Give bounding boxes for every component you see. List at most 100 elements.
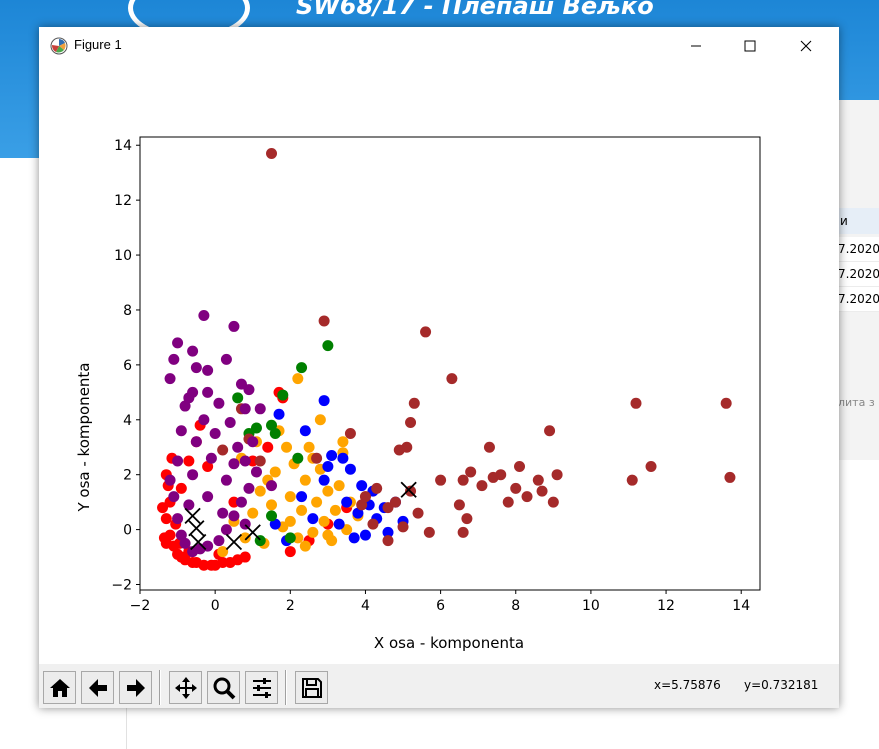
scatter-point — [213, 535, 225, 547]
scatter-point — [367, 518, 379, 530]
y-tick-label: 14 — [114, 138, 132, 154]
scatter-point — [292, 532, 304, 544]
maximize-icon — [744, 40, 756, 52]
scatter-point — [220, 524, 232, 536]
scatter-point — [254, 403, 266, 415]
toolbar-separator — [159, 670, 161, 705]
scatter-point — [198, 559, 210, 571]
scatter-point — [333, 480, 345, 492]
scatter-point — [322, 529, 334, 541]
scatter-point — [228, 320, 240, 332]
scatter-point — [266, 499, 278, 511]
scatter-point — [269, 518, 281, 530]
scatter-point — [284, 546, 296, 558]
series-6 — [184, 481, 417, 551]
scatter-point — [198, 309, 210, 321]
scatter-point — [359, 491, 371, 503]
scatter-point — [311, 452, 323, 464]
scatter-point — [228, 458, 240, 470]
scatter-point — [250, 422, 262, 434]
y-tick-label: 12 — [114, 193, 132, 209]
configure-subplots-button[interactable] — [245, 671, 278, 704]
scatter-point — [397, 521, 409, 533]
scatter-point — [239, 551, 251, 563]
scatter-point — [254, 455, 266, 467]
banner-title: SW68/17 - Плепаш Вељко — [296, 0, 654, 20]
scatter-point — [408, 397, 420, 409]
maximize-button[interactable] — [727, 27, 773, 65]
home-icon — [49, 678, 70, 697]
scatter-point — [172, 337, 184, 349]
scatter-point — [356, 499, 368, 511]
scatter-point — [247, 507, 259, 519]
centroid-marker — [184, 507, 201, 525]
scatter-point — [461, 513, 473, 525]
cursor-y-readout: y=0.732181 — [744, 678, 819, 692]
scatter-point — [303, 441, 315, 453]
zoom-icon — [213, 677, 235, 699]
scatter-point — [247, 455, 259, 467]
scatter-point — [420, 326, 432, 338]
scatter-point — [299, 540, 311, 552]
scatter-point — [356, 480, 368, 492]
scatter-point — [266, 480, 278, 492]
scatter-point — [390, 496, 402, 508]
centroid-marker — [188, 520, 205, 537]
scatter-point — [318, 474, 330, 486]
figure-window: Figure 1 −2 0 2 4 6 8 10 12 14 −2 0 2 4 6 8 10 12 14 X os… — [39, 27, 839, 708]
y-tick-label: 4 — [123, 413, 132, 429]
scatter-point — [645, 460, 657, 472]
scatter-point — [292, 452, 304, 464]
scatter-point — [243, 482, 255, 494]
zoom-button[interactable] — [207, 671, 240, 704]
scatter-point — [423, 526, 435, 538]
scatter-point — [202, 460, 214, 472]
scatter-point — [250, 466, 262, 478]
scatter-point — [514, 460, 526, 472]
home-button[interactable] — [43, 671, 76, 704]
scatter-point — [446, 373, 458, 385]
axis-ticks: −2 0 2 4 6 8 10 12 14 −2 0 2 4 6 8 10 12 14 — [111, 138, 750, 614]
scatter-point — [190, 436, 202, 448]
centroid-marker — [225, 533, 243, 551]
scatter-point — [296, 491, 308, 503]
window-title: Figure 1 — [74, 37, 122, 52]
scatter-point — [333, 518, 345, 530]
x-tick-label: 0 — [211, 598, 220, 614]
x-axis-label: X osa - komponenta — [374, 634, 524, 652]
close-button[interactable] — [783, 27, 829, 65]
scatter-point — [502, 496, 514, 508]
scatter-point — [341, 496, 353, 508]
scatter-point — [457, 474, 469, 486]
scatter-point — [266, 147, 278, 159]
scatter-point — [299, 474, 311, 486]
back-button[interactable] — [81, 671, 114, 704]
save-button[interactable] — [295, 671, 328, 704]
forward-button[interactable] — [119, 671, 152, 704]
scatter-point — [266, 419, 278, 431]
scatter-point — [209, 428, 221, 440]
scatter-point — [202, 386, 214, 398]
scatter-point — [190, 362, 202, 374]
scatter-point — [217, 557, 229, 569]
scatter-point — [228, 510, 240, 522]
window-titlebar[interactable]: Figure 1 — [39, 27, 839, 65]
scatter-point — [175, 529, 187, 541]
pan-button[interactable] — [169, 671, 202, 704]
scatter-point — [217, 546, 229, 558]
data-points — [157, 147, 736, 571]
scatter-point — [254, 485, 266, 497]
scatter-point — [262, 441, 274, 453]
minimize-button[interactable] — [673, 27, 719, 65]
scatter-point — [239, 532, 251, 544]
right-panel-date-3: 7.2020 — [838, 287, 879, 312]
scatter-point — [544, 425, 556, 437]
x-tick-label: 6 — [436, 598, 445, 614]
scatter-point — [724, 471, 736, 483]
scatter-point — [164, 474, 176, 486]
scatter-point — [371, 482, 383, 494]
scatter-plot[interactable]: −2 0 2 4 6 8 10 12 14 −2 0 2 4 6 8 10 12 14 X osa - kompo… — [39, 65, 839, 664]
scatter-point — [307, 513, 319, 525]
scatter-point — [476, 480, 488, 492]
scatter-point — [202, 491, 214, 503]
